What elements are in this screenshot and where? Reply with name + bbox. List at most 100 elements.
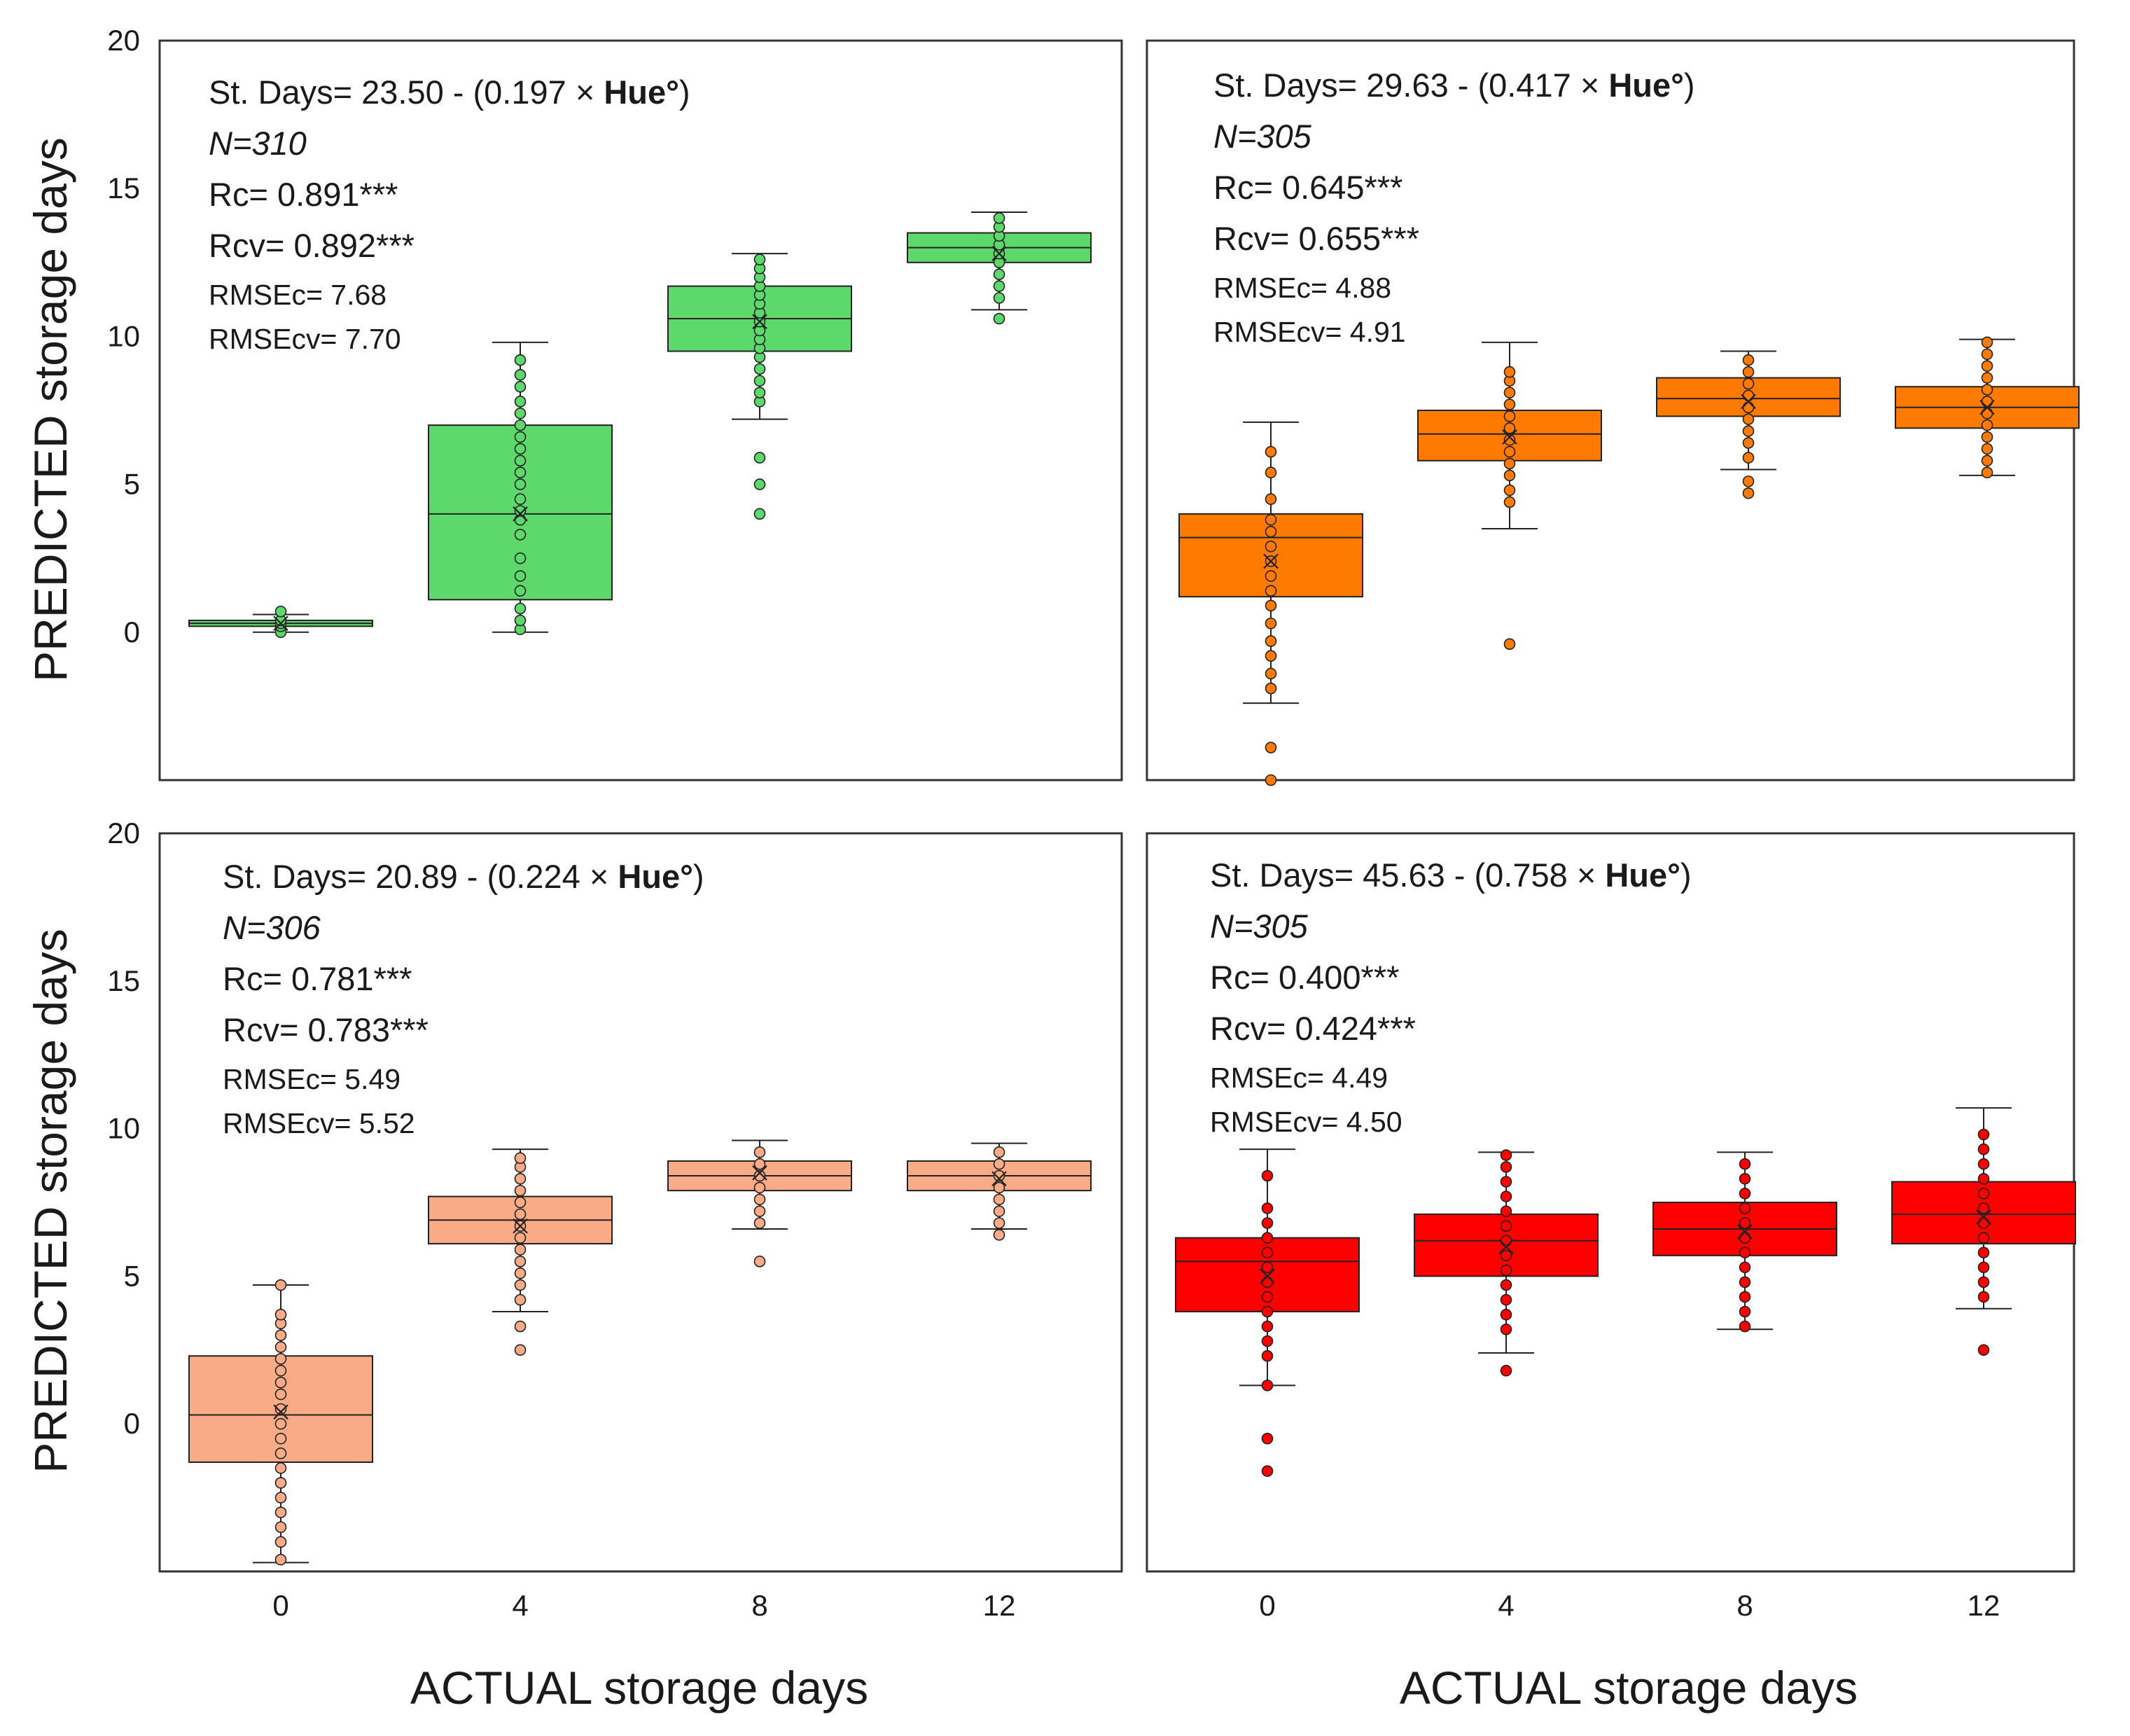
equation-prefix: St. Days= 20.89 - (0.224 × bbox=[223, 858, 618, 895]
equation-variable: Hue° bbox=[618, 858, 693, 895]
y-tick-label: 15 bbox=[107, 172, 140, 204]
data-point bbox=[514, 1344, 527, 1356]
data-point bbox=[1981, 454, 1993, 467]
equation-prefix: St. Days= 45.63 - (0.758 × bbox=[1210, 856, 1605, 894]
data-point bbox=[753, 478, 766, 490]
regression-equation: St. Days= 45.63 - (0.758 × Hue°) bbox=[1210, 856, 1692, 894]
data-point bbox=[753, 1146, 766, 1158]
data-point bbox=[1503, 398, 1516, 410]
box-group bbox=[667, 253, 852, 520]
data-point bbox=[1500, 1220, 1512, 1232]
data-point bbox=[1739, 1232, 1751, 1244]
data-point bbox=[753, 1181, 766, 1194]
data-point bbox=[274, 1279, 287, 1291]
data-point bbox=[514, 585, 527, 597]
equation-suffix: ) bbox=[1684, 67, 1695, 104]
data-point bbox=[1742, 475, 1755, 487]
plot-frame bbox=[158, 832, 1123, 1573]
data-point bbox=[1265, 466, 1277, 479]
data-point bbox=[1977, 1217, 1990, 1229]
mean-marker bbox=[991, 246, 1007, 261]
data-point bbox=[1265, 742, 1277, 754]
regression-equation: St. Days= 29.63 - (0.417 × Hue°) bbox=[1213, 67, 1695, 104]
equation-variable: Hue° bbox=[1608, 67, 1684, 104]
rmsec-value: RMSEc= 4.49 bbox=[1210, 1062, 1388, 1094]
data-point bbox=[753, 1169, 766, 1182]
data-point bbox=[1261, 1335, 1274, 1347]
data-point bbox=[1265, 493, 1277, 506]
data-point bbox=[1742, 401, 1755, 414]
y-axis-title-top: PREDICTED storage days bbox=[25, 137, 76, 682]
mean-marker bbox=[1263, 553, 1279, 569]
mean-marker bbox=[752, 314, 767, 330]
data-point bbox=[1739, 1320, 1751, 1333]
data-point bbox=[1739, 1188, 1751, 1200]
y-tick-label: 5 bbox=[124, 468, 140, 501]
data-point bbox=[1742, 354, 1755, 366]
mean-marker bbox=[991, 1171, 1007, 1187]
data-point bbox=[1977, 1276, 1990, 1289]
data-point bbox=[1265, 513, 1277, 526]
data-point bbox=[274, 1447, 287, 1459]
data-point bbox=[1981, 443, 1993, 455]
data-point bbox=[993, 1169, 1005, 1182]
equation-prefix: St. Days= 29.63 - (0.417 × bbox=[1213, 67, 1608, 104]
data-point bbox=[514, 380, 527, 393]
data-point bbox=[993, 1205, 1005, 1217]
data-point bbox=[1500, 1279, 1512, 1291]
data-point bbox=[1977, 1202, 1990, 1214]
data-point bbox=[1265, 650, 1277, 662]
data-point bbox=[1261, 1291, 1274, 1303]
data-point bbox=[753, 1158, 766, 1170]
chart-panel-top-right: St. Days= 29.63 - (0.417 × Hue°) N=305 Rc=… bbox=[1146, 39, 2080, 786]
mean-marker bbox=[273, 616, 288, 631]
data-point bbox=[1739, 1247, 1751, 1258]
chart-panel-bottom-left: 0 5 10 15 20 0 4 8 12 St. Days= 20.89 - (0.224 × … bbox=[107, 817, 1123, 1622]
data-point bbox=[1503, 496, 1516, 508]
data-point bbox=[514, 602, 527, 615]
data-point bbox=[514, 354, 527, 366]
data-point bbox=[514, 1256, 527, 1268]
box-group bbox=[428, 341, 613, 635]
data-point bbox=[993, 280, 1005, 292]
data-point bbox=[514, 478, 527, 490]
data-point bbox=[1503, 457, 1516, 470]
box-group bbox=[1891, 1107, 2076, 1356]
data-point bbox=[1500, 1308, 1512, 1321]
data-point bbox=[514, 552, 527, 564]
data-point bbox=[274, 1492, 287, 1504]
data-point bbox=[514, 1196, 527, 1209]
mean-marker bbox=[752, 1165, 767, 1181]
data-point bbox=[1981, 466, 1993, 479]
data-point bbox=[1742, 452, 1755, 464]
mean-marker bbox=[1502, 429, 1517, 445]
data-point bbox=[1265, 617, 1277, 630]
rc-value: Rc= 0.645*** bbox=[1213, 169, 1402, 206]
y-axis-title-bottom: PREDICTED storage days bbox=[25, 929, 76, 1473]
data-point bbox=[1500, 1264, 1512, 1277]
x-tick-label: 8 bbox=[751, 1589, 767, 1622]
data-point bbox=[514, 570, 527, 582]
data-point bbox=[993, 1181, 1005, 1194]
data-point bbox=[1977, 1188, 1990, 1200]
sample-size: N=306 bbox=[223, 909, 321, 946]
mean-marker bbox=[1737, 1224, 1753, 1239]
data-point bbox=[1977, 1247, 1990, 1258]
box-group bbox=[188, 605, 373, 639]
data-point bbox=[274, 1353, 287, 1365]
y-tick-label: 15 bbox=[107, 964, 140, 997]
data-point bbox=[514, 614, 527, 627]
data-point bbox=[1742, 366, 1755, 378]
data-point bbox=[1977, 1143, 1990, 1155]
data-point bbox=[1742, 413, 1755, 425]
data-point bbox=[274, 605, 287, 618]
y-tick-label: 20 bbox=[107, 817, 140, 849]
data-point bbox=[514, 1232, 527, 1244]
sample-size: N=305 bbox=[1210, 908, 1309, 945]
rc-value: Rc= 0.781*** bbox=[223, 960, 412, 997]
box-group bbox=[907, 211, 1092, 325]
data-point bbox=[1977, 1261, 1990, 1274]
data-point bbox=[1503, 366, 1516, 378]
box-group bbox=[1175, 1148, 1360, 1477]
data-point bbox=[993, 212, 1005, 224]
